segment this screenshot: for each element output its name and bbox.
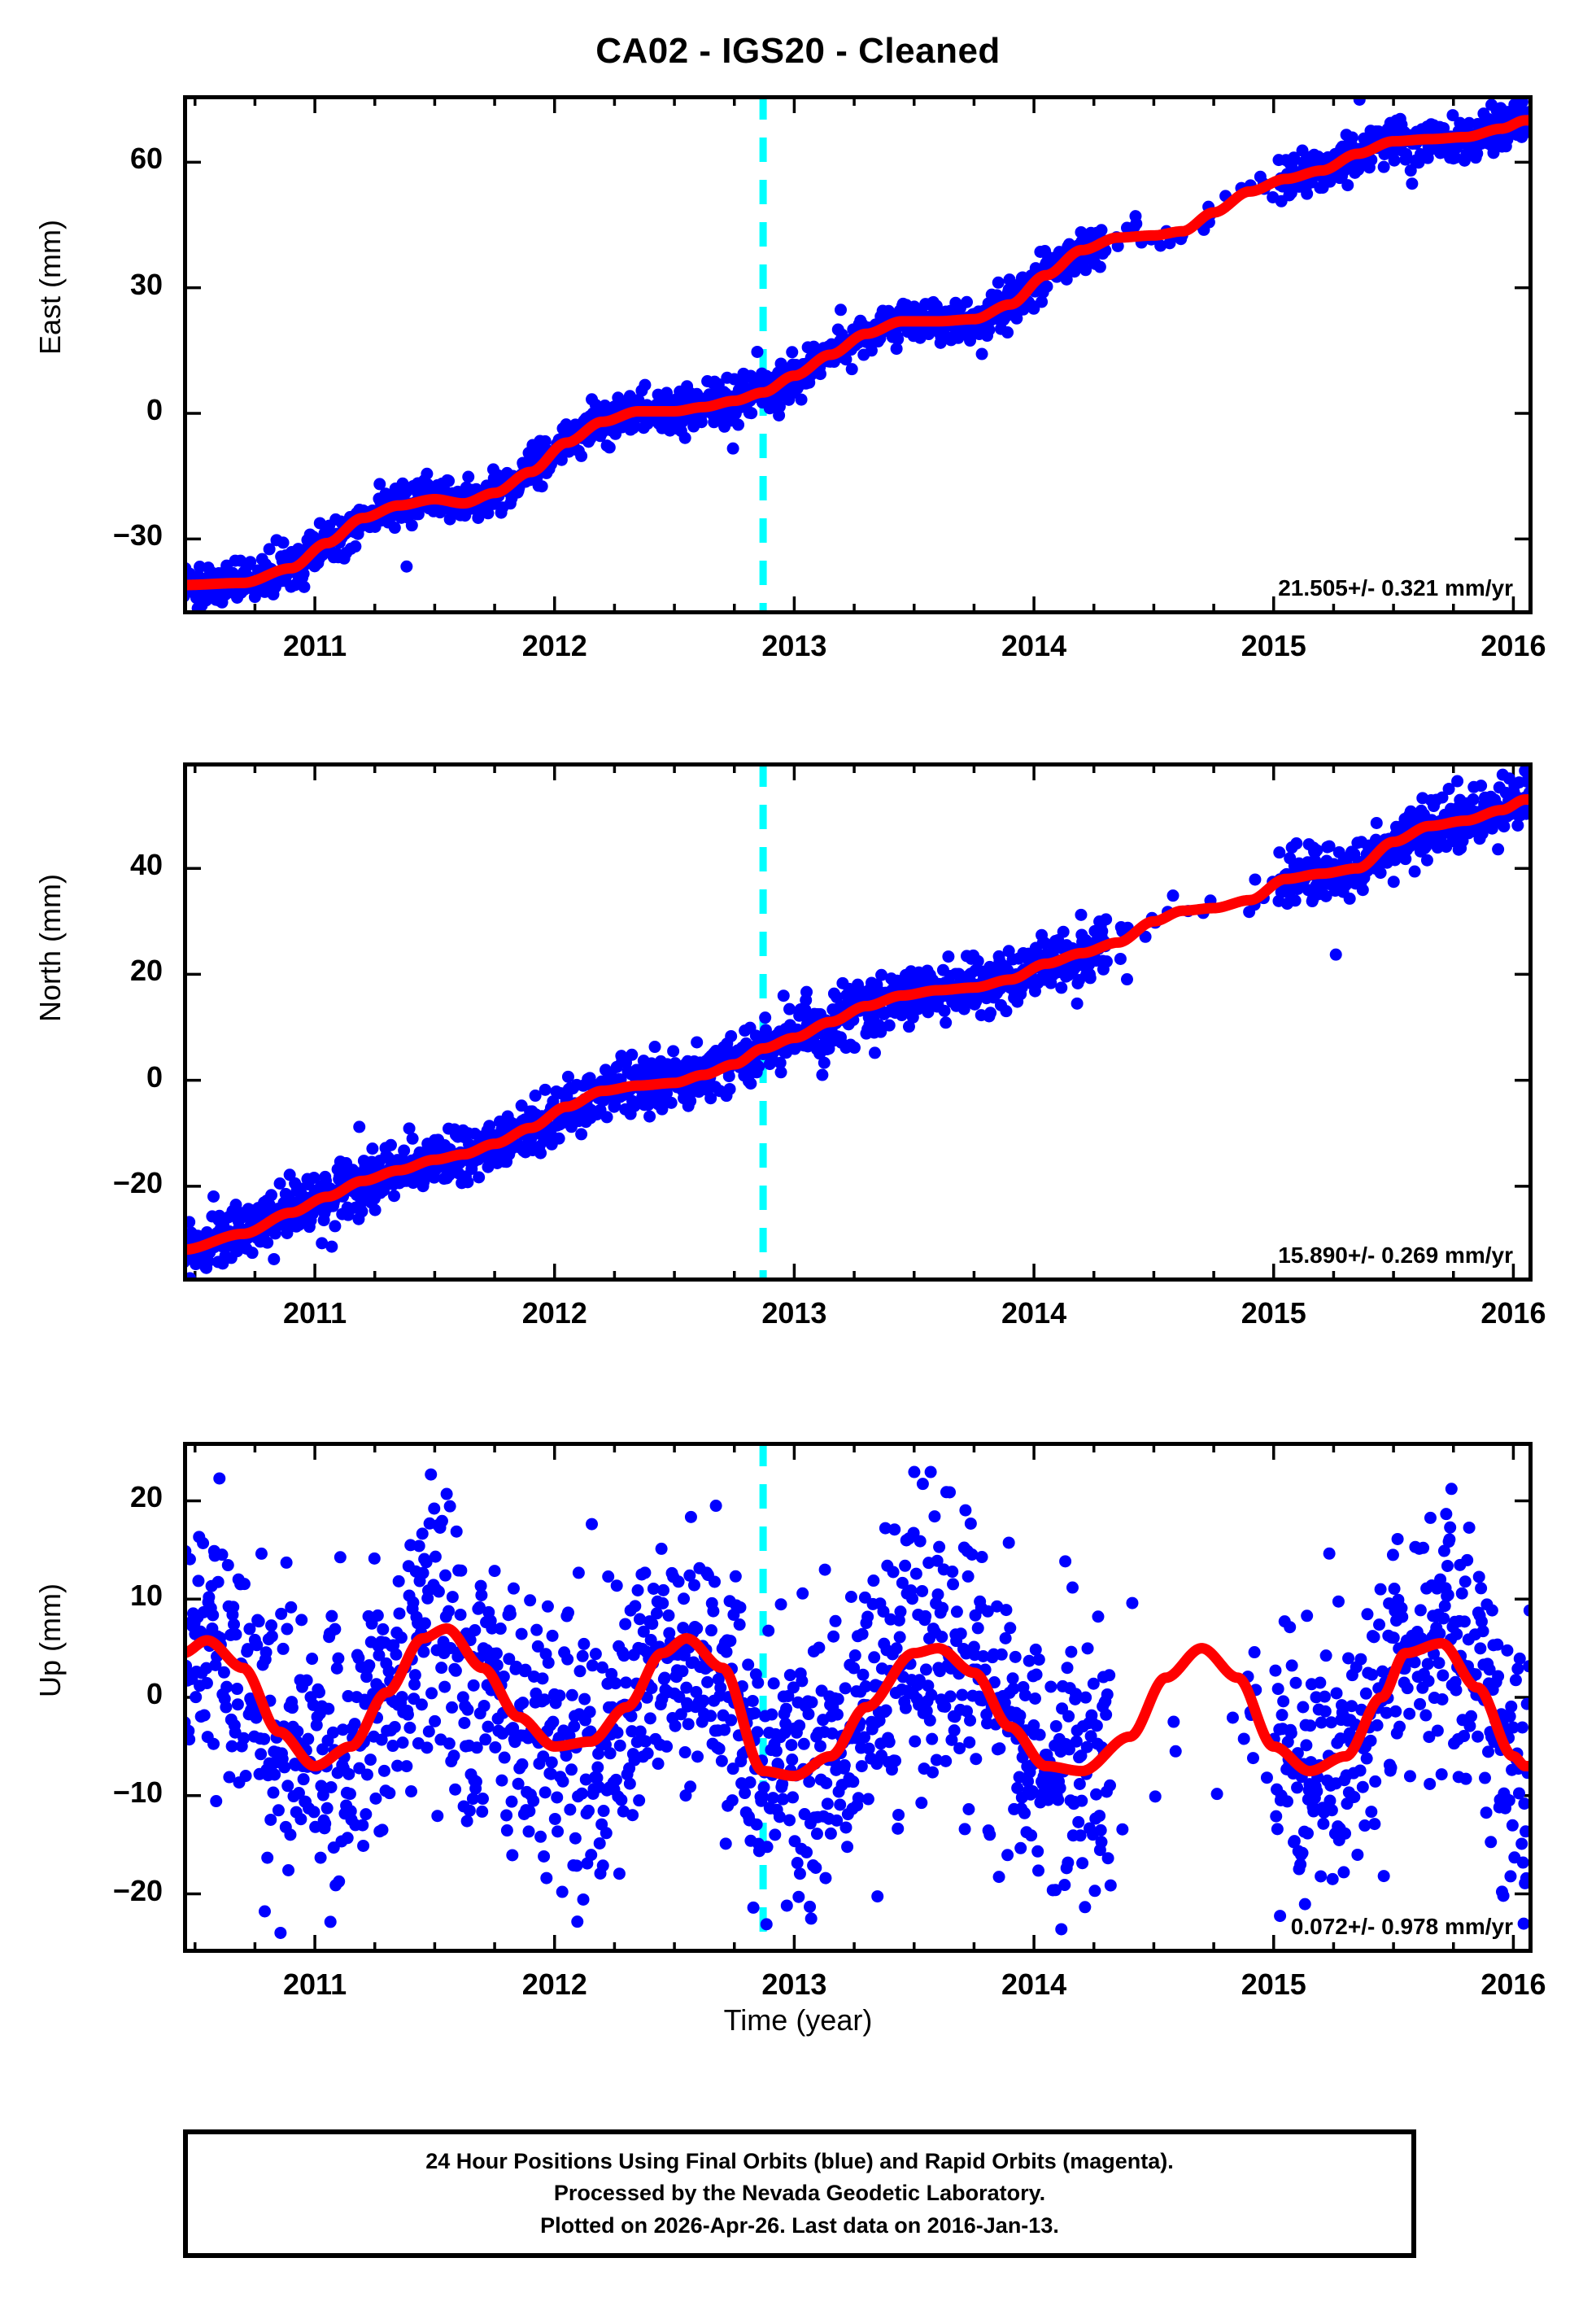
- north-ytick-2: 0: [146, 1059, 163, 1094]
- east-xtick-2015: 2015: [1241, 629, 1306, 662]
- caption-line-2: Processed by the Nevada Geodetic Laborat…: [553, 2181, 1046, 2206]
- x-axis-title: Time (year): [723, 2003, 873, 2037]
- panel-north: 15.890+/- 0.269 mm/yr: [183, 762, 1533, 1282]
- up-ytick-4: −20: [112, 1873, 163, 1907]
- north-trend-line: [183, 794, 1533, 1256]
- up-xtick-2016: 2016: [1480, 1968, 1546, 2001]
- east-xtick-2011: 2011: [283, 629, 347, 662]
- up-xtick-2015: 2015: [1241, 1968, 1306, 2001]
- east-rate-label: 21.505+/- 0.321 mm/yr: [1278, 575, 1513, 601]
- up-data-points: [183, 1465, 1533, 1939]
- east-ytick-0: 60: [129, 142, 163, 176]
- page-title: CA02 - IGS20 - Cleaned: [595, 31, 1001, 71]
- north-ytick-3: −20: [112, 1165, 163, 1199]
- east-plot-area: [183, 95, 1533, 614]
- north-plot-frame: [183, 762, 1533, 1282]
- east-trend-line: [183, 115, 1533, 591]
- north-xtick-2012: 2012: [521, 1296, 587, 1330]
- up-rate-label: 0.072+/- 0.978 mm/yr: [1290, 1914, 1513, 1939]
- north-xtick-2013: 2013: [761, 1296, 827, 1330]
- east-ytick-1: 30: [129, 267, 163, 301]
- north-xtick-2015: 2015: [1241, 1296, 1306, 1330]
- east-plot-frame: [183, 95, 1533, 614]
- east-xtick-2016: 2016: [1480, 629, 1546, 662]
- up-xtick-2014: 2014: [1001, 1968, 1067, 2001]
- panel-up: 0.072+/- 0.978 mm/yr: [183, 1442, 1533, 1953]
- up-xtick-2011: 2011: [283, 1968, 347, 2001]
- panel-east: 21.505+/- 0.321 mm/yr: [183, 95, 1533, 614]
- up-xtick-2013: 2013: [761, 1968, 827, 2001]
- up-trend-line: [183, 1622, 1533, 1782]
- up-plot-frame: [183, 1442, 1533, 1953]
- east-ytick-3: −30: [112, 518, 163, 552]
- north-ytick-1: 20: [129, 954, 163, 988]
- north-xtick-2014: 2014: [1001, 1296, 1067, 1330]
- up-xtick-2012: 2012: [521, 1968, 587, 2001]
- up-ytick-2: 0: [146, 1677, 163, 1710]
- north-xtick-2011: 2011: [283, 1296, 347, 1330]
- up-ytick-3: −10: [112, 1775, 163, 1809]
- east-xtick-2012: 2012: [521, 629, 587, 662]
- north-ytick-0: 40: [129, 848, 163, 882]
- caption-line-3: Plotted on 2026-Apr-26. Last data on 201…: [540, 2212, 1059, 2238]
- east-xtick-2014: 2014: [1001, 629, 1067, 662]
- up-plot-area: [183, 1442, 1533, 1953]
- north-xtick-2016: 2016: [1480, 1296, 1546, 1330]
- east-xtick-2013: 2013: [761, 629, 827, 662]
- east-ytick-2: 0: [146, 393, 163, 427]
- up-ytick-0: 20: [129, 1480, 163, 1514]
- caption-line-1: 24 Hour Positions Using Final Orbits (bl…: [425, 2148, 1174, 2173]
- north-rate-label: 15.890+/- 0.269 mm/yr: [1278, 1243, 1513, 1268]
- north-plot-area: [183, 762, 1533, 1282]
- up-ytick-1: 10: [129, 1579, 163, 1613]
- figure-caption-box: 24 Hour Positions Using Final Orbits (bl…: [183, 2129, 1416, 2258]
